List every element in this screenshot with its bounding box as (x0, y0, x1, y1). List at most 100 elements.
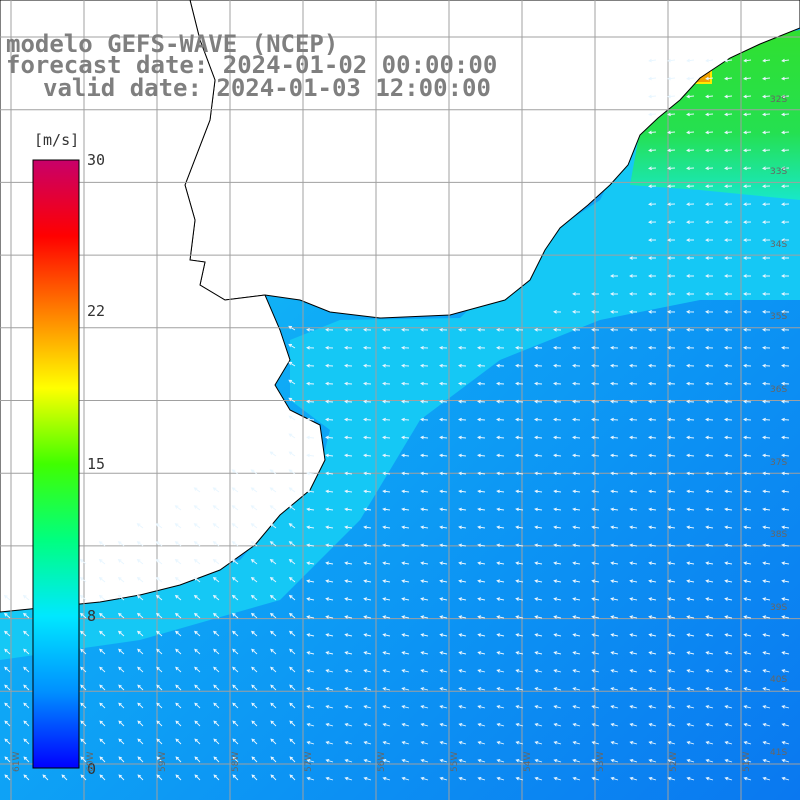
wind-arrow (99, 612, 106, 619)
wind-arrow (648, 58, 657, 63)
wind-arrow (136, 559, 144, 565)
wind-arrow (762, 543, 771, 548)
wind-arrow (137, 666, 144, 673)
wind-arrow (496, 740, 505, 745)
wind-arrow (325, 543, 334, 548)
wind-arrow (667, 507, 676, 512)
wind-arrow (477, 525, 486, 530)
wind-arrow (420, 776, 429, 781)
wind-arrow (98, 541, 106, 547)
wind-arrow (648, 202, 657, 207)
wind-arrow (705, 597, 714, 601)
wind-arrow (344, 705, 353, 709)
wind-arrow (648, 130, 657, 135)
wind-arrow (572, 381, 581, 386)
wind-arrow (137, 738, 144, 745)
wind-arrow (344, 363, 353, 368)
wind-arrow (724, 758, 733, 763)
wind-arrow (648, 740, 657, 745)
wind-arrow (553, 543, 562, 548)
wind-arrow (118, 720, 125, 727)
wind-arrow (515, 453, 524, 458)
wind-arrow (648, 597, 657, 601)
wind-arrow (344, 489, 353, 494)
wind-arrow (420, 345, 429, 350)
wind-arrow (496, 615, 505, 619)
wind-arrow (496, 399, 505, 404)
wind-arrow (80, 738, 87, 745)
wind-arrow (762, 687, 771, 691)
wind-arrow (288, 415, 296, 421)
wind-arrow (724, 345, 733, 350)
wind-arrow (136, 541, 144, 547)
wind-arrow (306, 758, 315, 763)
wind-arrow (288, 397, 296, 403)
wind-arrow (781, 687, 790, 691)
wind-arrow (705, 740, 714, 745)
wind-arrow (743, 597, 752, 601)
wind-arrow (705, 722, 714, 727)
wind-arrow (325, 758, 334, 763)
wind-arrow (743, 310, 752, 314)
wind-arrow (363, 453, 372, 458)
wind-arrow (382, 345, 391, 350)
wind-arrow (705, 471, 714, 476)
wind-arrow (174, 505, 182, 511)
wind-arrow (591, 758, 600, 763)
wind-arrow (610, 327, 619, 332)
wind-arrow (610, 651, 619, 655)
wind-arrow (781, 381, 790, 386)
wind-arrow (439, 381, 448, 386)
wind-arrow (4, 612, 11, 619)
wind-arrow (23, 612, 30, 619)
wind-arrow (117, 577, 125, 583)
wind-arrow (458, 561, 467, 566)
wind-arrow (762, 597, 771, 601)
wind-arrow (629, 740, 638, 745)
wind-arrow (610, 292, 619, 296)
wind-arrow (363, 579, 372, 583)
lon-label: 51W (742, 751, 752, 772)
wind-arrow (118, 612, 125, 619)
wind-arrow (515, 507, 524, 512)
wind-arrow (629, 381, 638, 386)
wind-arrow (439, 597, 448, 601)
wind-arrow (325, 381, 334, 386)
wind-arrow (231, 487, 239, 493)
wind-arrow (743, 256, 751, 260)
wind-arrow (724, 274, 732, 278)
wind-arrow (629, 417, 638, 422)
wind-arrow (762, 435, 771, 440)
wind-arrow (762, 633, 771, 637)
wind-arrow (648, 94, 657, 99)
wind-arrow (610, 453, 619, 458)
wind-arrow (724, 579, 733, 583)
wind-arrow (724, 687, 733, 691)
wind-arrow (515, 633, 524, 637)
wind-arrow (477, 327, 486, 332)
wind-arrow (477, 722, 486, 727)
wind-arrow (156, 774, 163, 781)
wind-arrow (705, 776, 714, 781)
wind-arrow (781, 705, 790, 709)
wind-arrow (610, 597, 619, 601)
wind-arrow (363, 525, 372, 530)
wind-arrow (458, 740, 467, 745)
wind-arrow (496, 345, 505, 350)
wind-arrow (534, 543, 543, 548)
wind-arrow (4, 738, 11, 745)
wind-arrow (648, 615, 657, 619)
wind-arrow (382, 740, 391, 745)
title-model: modelo GEFS-WAVE (NCEP) (6, 30, 339, 58)
wind-arrow (420, 705, 429, 709)
wind-arrow (382, 651, 391, 655)
wind-arrow (724, 184, 733, 189)
wind-arrow (724, 453, 733, 458)
wind-arrow (3, 594, 11, 601)
wind-arrow (306, 417, 315, 422)
wind-arrow (117, 630, 125, 637)
wind-arrow (724, 381, 733, 386)
wind-arrow (705, 633, 714, 637)
wind-arrow (762, 184, 771, 189)
colorbar-tick-label: 15 (87, 455, 106, 473)
